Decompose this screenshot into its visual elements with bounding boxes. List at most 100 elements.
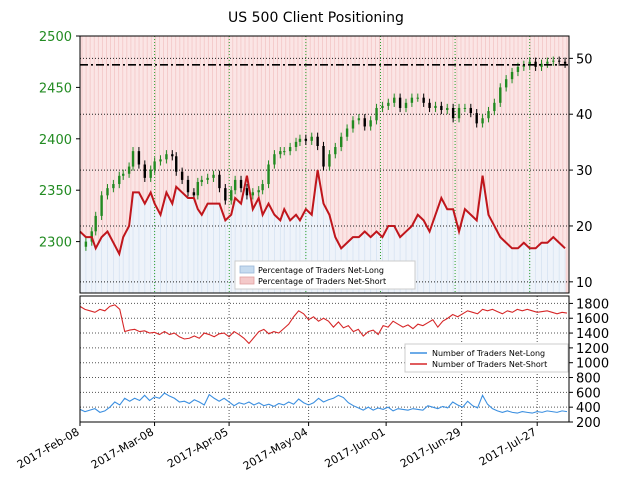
candle-body <box>563 61 567 64</box>
candle-body <box>149 169 152 178</box>
x-axis-tick-label: 2017-Feb-08 <box>15 425 82 471</box>
legend-label: Number of Traders Net-Long <box>432 349 545 358</box>
candle-body <box>316 136 319 146</box>
bottom-right-axis-tick-label: 1600 <box>576 312 609 327</box>
candle-body <box>180 171 184 180</box>
candle-body <box>457 107 461 119</box>
candle-body <box>310 136 313 141</box>
x-axis-tick-label: 2017-Apr-05 <box>165 425 230 470</box>
candle-body <box>261 184 264 191</box>
candle-body <box>351 120 355 129</box>
legend-swatch <box>239 265 255 274</box>
bottom-right-axis-tick-label: 400 <box>576 401 601 416</box>
legend-label: Percentage of Traders Net-Short <box>258 277 386 286</box>
candle-body <box>522 64 526 67</box>
candle-body <box>283 151 286 153</box>
right-axis-tick-label: 30 <box>576 164 593 179</box>
candle-body <box>100 195 103 216</box>
candle-body <box>267 164 270 185</box>
left-axis-tick-label: 2300 <box>39 236 72 251</box>
candle-body <box>200 179 203 182</box>
candle-body <box>328 154 331 167</box>
candle-body <box>118 175 121 185</box>
candle-body <box>339 136 343 148</box>
candle-body <box>218 174 221 189</box>
candle-body <box>363 118 366 127</box>
x-axis-tick-label: 2017-Mar-08 <box>89 425 156 471</box>
right-axis-tick-label: 20 <box>576 220 593 235</box>
x-axis-tick-label: 2017-Jun-29 <box>398 425 463 470</box>
left-axis-tick-label: 2500 <box>39 30 72 45</box>
x-axis-tick-label: 2017-May-04 <box>241 425 310 473</box>
candle-body <box>481 118 484 124</box>
candle-body <box>475 113 478 124</box>
candle-body <box>298 138 302 142</box>
candle-body <box>112 184 115 189</box>
x-axis-tick-label: 2017-Jul-27 <box>477 425 539 468</box>
candle-body <box>273 154 276 165</box>
candle-body <box>504 79 508 88</box>
candle-body <box>499 87 502 103</box>
candle-body <box>137 151 141 165</box>
candle-body <box>428 102 431 108</box>
net-long-area <box>80 170 566 293</box>
net-long-percentage-line <box>79 169 566 257</box>
price-candles <box>84 56 567 251</box>
candle-body <box>434 105 437 108</box>
candle-body <box>398 97 402 108</box>
candle-body <box>131 151 135 167</box>
candle-body <box>357 118 361 121</box>
candle-body <box>416 97 419 99</box>
candle-body <box>451 107 455 119</box>
candle-body <box>552 60 555 62</box>
bottom-right-axis-tick-label: 1400 <box>576 327 609 342</box>
candle-body <box>122 173 125 176</box>
candle-body <box>446 107 449 111</box>
legend-label: Percentage of Traders Net-Long <box>258 266 384 275</box>
candle-body <box>393 97 396 103</box>
candle-body <box>245 188 249 196</box>
legend-swatch <box>239 276 255 285</box>
candle-body <box>493 102 496 112</box>
candle-body <box>84 241 88 247</box>
candle-body <box>165 154 168 160</box>
candle-body <box>175 156 178 172</box>
candle-body <box>463 107 467 109</box>
right-axis-tick-label: 40 <box>576 108 593 123</box>
candle-body <box>440 105 443 111</box>
candle-body <box>540 63 543 67</box>
bottom-right-axis-tick-label: 200 <box>576 416 601 431</box>
candle-body <box>239 179 243 189</box>
left-axis-tick-label: 2350 <box>39 184 72 199</box>
candle-body <box>369 120 372 127</box>
right-axis-tick-label: 50 <box>576 52 593 67</box>
candle-body <box>528 61 531 65</box>
candle-body <box>422 97 425 103</box>
candle-body <box>212 174 215 178</box>
candle-body <box>345 128 349 137</box>
candle-body <box>230 190 233 201</box>
candle-body <box>510 71 514 80</box>
candle-body <box>159 159 162 162</box>
candle-body <box>257 190 260 193</box>
top-panel-frame <box>79 35 570 294</box>
candle-body <box>381 105 384 108</box>
candle-body <box>288 147 292 152</box>
candle-body <box>186 179 190 193</box>
net-short-count-line <box>79 304 568 345</box>
candle-body <box>206 177 209 180</box>
candle-body <box>94 215 97 232</box>
candle-body <box>387 102 390 106</box>
candle-body <box>304 138 308 141</box>
candle-body <box>224 188 227 201</box>
candle-body <box>404 102 408 108</box>
bottom-panel-frame <box>79 295 570 423</box>
candle-body <box>192 192 196 196</box>
candle-body <box>546 61 549 64</box>
candle-body <box>557 60 561 62</box>
candle-body <box>322 145 325 167</box>
bottom-right-axis-tick-label: 1000 <box>576 357 609 372</box>
candle-body <box>516 66 520 72</box>
